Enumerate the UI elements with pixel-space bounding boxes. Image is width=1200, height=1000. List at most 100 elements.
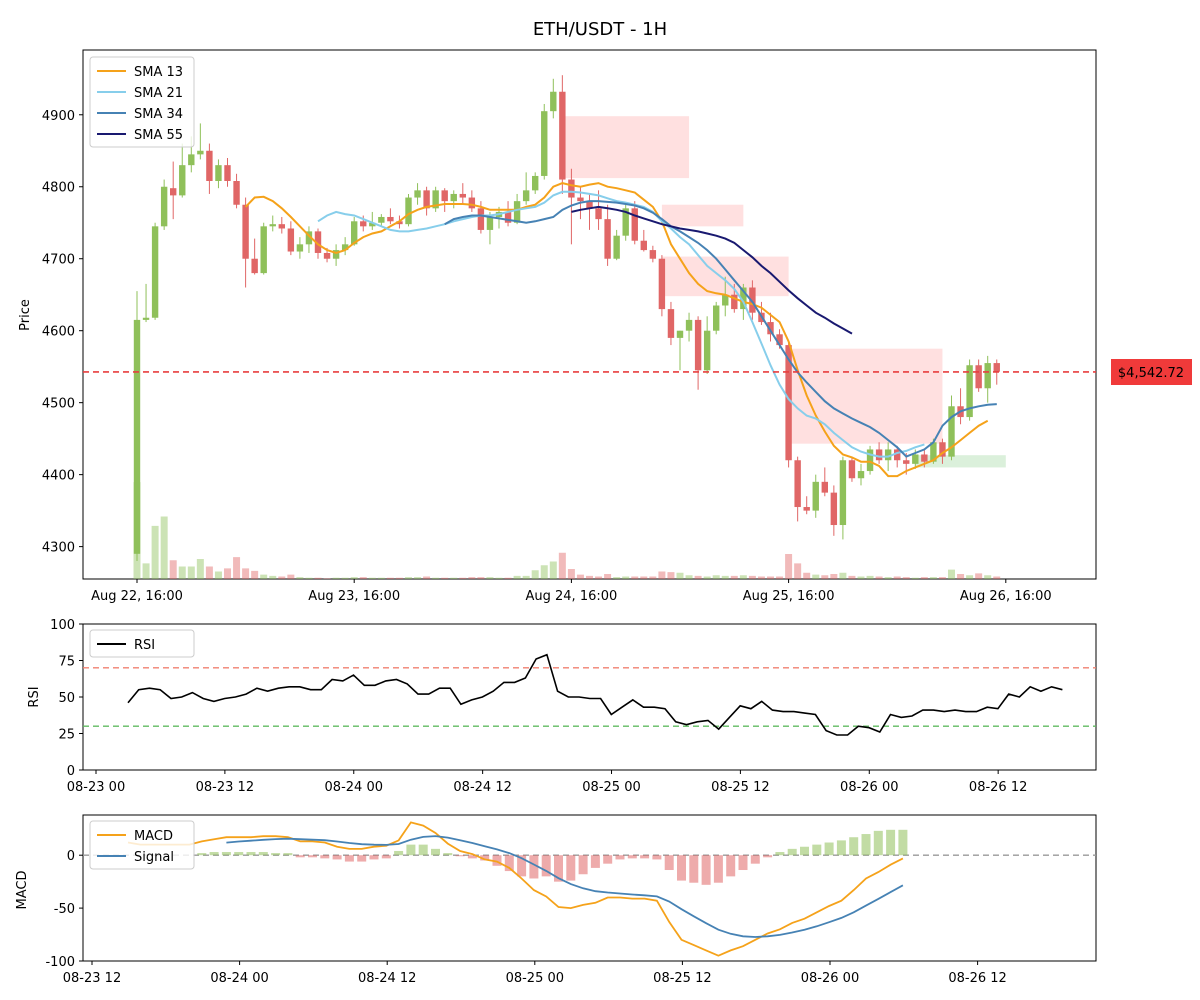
candle-body — [323, 252, 331, 259]
volume-bar — [160, 516, 168, 579]
candle-body — [206, 150, 213, 181]
volume-bar — [984, 575, 992, 579]
candle-body — [966, 365, 973, 418]
candle-body — [776, 334, 783, 346]
volume-bar — [549, 561, 557, 579]
candle-body — [894, 449, 901, 461]
macd-histogram-bar — [603, 855, 613, 864]
volume-bar — [866, 575, 874, 579]
candle-body — [405, 197, 412, 225]
macd-histogram-bar — [381, 855, 391, 859]
volume-bar — [504, 577, 512, 579]
volume-bar — [739, 575, 747, 579]
x-tick-label: 08-24 12 — [358, 971, 416, 986]
price-axis-label: Price — [18, 299, 33, 331]
legend-label: RSI — [134, 638, 155, 653]
candle-body — [414, 190, 421, 198]
x-tick-label: Aug 23, 16:00 — [308, 589, 400, 604]
x-tick-label: 08-25 12 — [653, 971, 711, 986]
rsi-line — [127, 653, 1063, 736]
macd-line — [127, 821, 904, 957]
y-tick-label: 4700 — [42, 253, 75, 268]
macd-histogram-bar — [308, 855, 317, 858]
y-tick-label: 4400 — [42, 469, 75, 484]
candle-body — [812, 481, 819, 511]
volume-bar — [685, 575, 693, 579]
macd-histogram-bar — [529, 855, 539, 879]
candle-body — [839, 460, 847, 526]
volume-bar — [975, 573, 983, 579]
legend-box — [89, 56, 195, 148]
candle-body — [903, 460, 910, 464]
volume-bar — [242, 568, 250, 579]
sma-line — [317, 190, 925, 458]
y-tick-label: 4600 — [42, 325, 75, 340]
macd-histogram-bar — [295, 855, 305, 858]
macd-histogram-bar — [431, 848, 440, 856]
volume-bar — [350, 577, 358, 579]
x-tick-label: 08-23 00 — [67, 780, 125, 795]
macd-histogram-bar — [258, 852, 268, 856]
current-price-tag-box — [1111, 359, 1192, 385]
chart-title: ETH/USDT - 1H — [533, 19, 667, 40]
demand-zone — [915, 455, 1006, 468]
candle-body — [142, 317, 150, 320]
macd-histogram-bar — [713, 855, 723, 883]
x-tick-label: 08-26 00 — [840, 780, 898, 795]
price-panel: Price 4300 4400 4500 4600 4700 4800 4900 Aug 22… — [18, 49, 1097, 604]
y-tick-label: 4300 — [42, 541, 75, 556]
candle-body — [287, 228, 295, 252]
sma-line — [571, 205, 853, 335]
candle-body — [794, 460, 801, 508]
volume-bar — [794, 563, 802, 579]
candle-body — [830, 492, 838, 526]
volume-bar — [377, 577, 385, 579]
current-price-tag-label: $4,542.72 — [1118, 366, 1184, 381]
candle-body — [450, 193, 457, 202]
macd-histogram-bar — [898, 829, 908, 856]
x-tick-label: Aug 24, 16:00 — [526, 589, 618, 604]
candle-body — [631, 208, 638, 241]
volume-bar — [857, 576, 865, 579]
y-tick-label: 0 — [67, 849, 75, 864]
candle-body — [332, 250, 340, 259]
volume-bar — [214, 571, 222, 579]
macd-histogram-bar — [197, 853, 207, 856]
macd-histogram-bar — [554, 855, 563, 882]
volume-bar — [196, 559, 204, 579]
macd-histogram-bar — [627, 855, 637, 859]
macd-histogram-bar — [209, 852, 219, 856]
macd-histogram-bar — [221, 852, 231, 856]
macd-histogram-bar — [271, 853, 281, 856]
candle-body — [803, 507, 810, 511]
volume-bar — [911, 577, 919, 579]
candle-body — [179, 165, 186, 196]
candle-body — [930, 442, 937, 462]
y-tick-label: -100 — [45, 955, 75, 970]
signal-line — [226, 835, 904, 938]
volume-bar — [205, 566, 213, 579]
macd-histogram-bar — [800, 846, 809, 856]
macd-histogram-bar — [689, 855, 699, 883]
volume-bar — [631, 576, 639, 579]
volume-bar — [595, 576, 603, 579]
candle-body — [459, 193, 466, 198]
volume-bar — [821, 575, 829, 579]
legend-label: SMA 34 — [134, 107, 183, 122]
x-tick-label: 08-26 12 — [948, 971, 1006, 986]
candle-body — [197, 150, 204, 155]
candle-body — [233, 180, 240, 205]
volume-bar — [314, 577, 322, 579]
macd-panel: MACD -100 -50 0 08-23 12 08-24 00 08-24 12 08-… — [15, 814, 1097, 986]
candle-body — [151, 226, 159, 318]
rsi-panel: RSI 0 25 50 75 100 08-23 00 08-23 12 08-24 00 08… — [27, 618, 1097, 795]
y-tick-label: 4800 — [42, 181, 75, 196]
macd-histogram-bar — [406, 844, 416, 856]
x-tick-label: 08-25 00 — [506, 971, 564, 986]
y-tick-label: -50 — [54, 902, 75, 917]
candle-body — [884, 449, 892, 461]
volume-bar — [305, 577, 313, 579]
volume-bar — [712, 575, 720, 579]
volume-bar — [893, 576, 901, 579]
